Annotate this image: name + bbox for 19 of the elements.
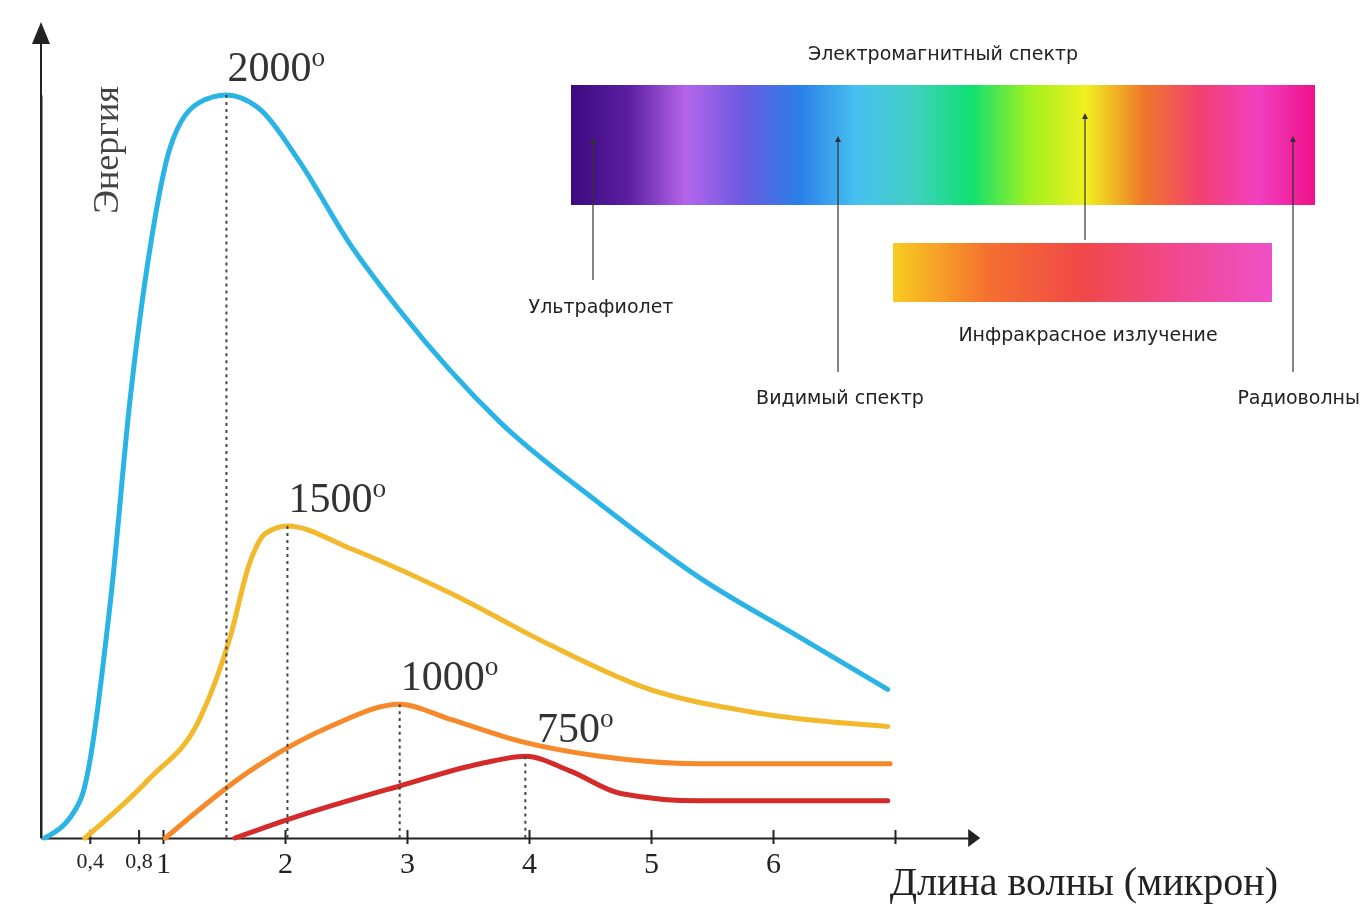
text: Электромагнитный спектр (807, 42, 1079, 64)
x-tick-label: 3 (400, 846, 415, 880)
x-tick-label: 0,4 (76, 847, 105, 873)
x-tick-label: 2 (278, 846, 293, 880)
annotation: 750$^{o}$ (537, 703, 614, 752)
x-tick-label: 1 (156, 846, 171, 880)
annotation: Инфракрасное излучение (958, 323, 1218, 345)
y-axis-title: Энергия (86, 86, 126, 214)
annotation: Видимый спектр (756, 386, 924, 408)
annotation: 1000$^{o}$ (400, 651, 499, 700)
annotation: 2000$^{o}$ (227, 42, 326, 90)
annotation: 1500$^{o}$ (288, 472, 387, 521)
x-tick-label: 6 (766, 846, 781, 880)
x-tick-label: 4 (522, 846, 537, 880)
x-tick-label: 5 (644, 846, 659, 880)
x-tick-label: 0,8 (125, 847, 153, 873)
annotation: Ультрафиолет (528, 295, 674, 317)
x-axis-title: Длина волны (микрон) (889, 859, 1278, 904)
text: Радиоволны (1237, 386, 1360, 408)
